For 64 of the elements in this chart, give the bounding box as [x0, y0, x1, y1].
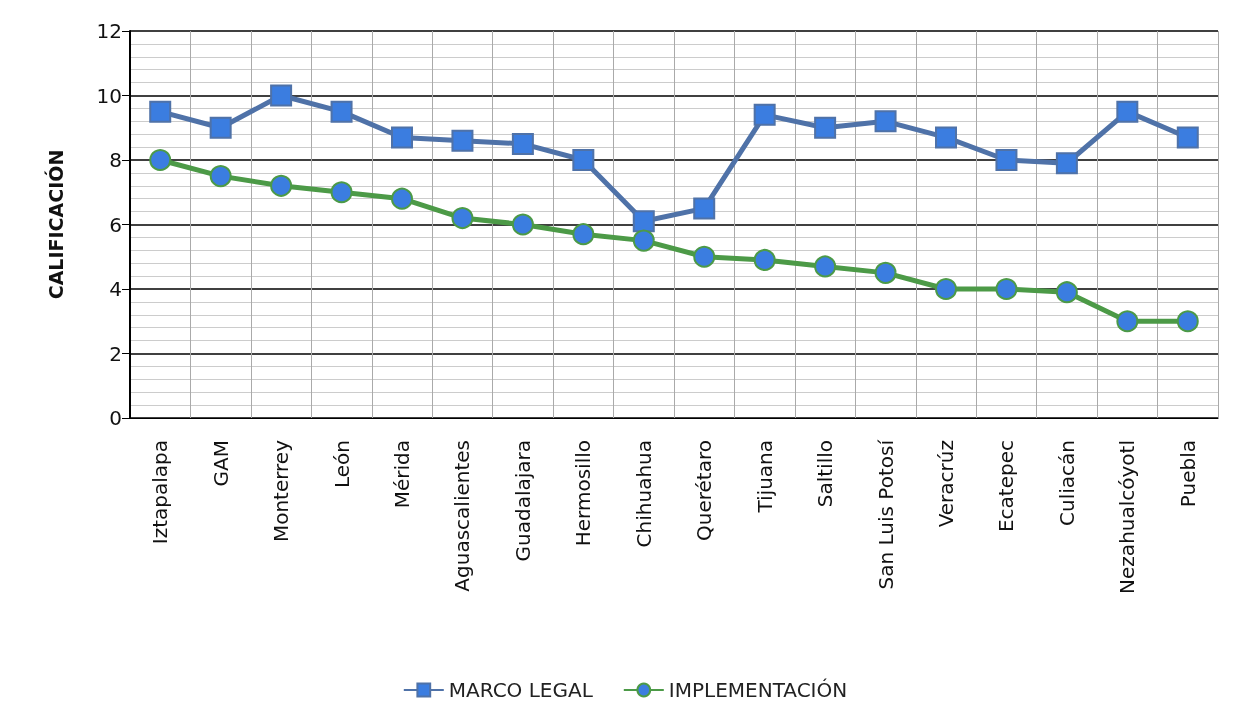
point	[753, 248, 776, 271]
x-tick-label: Saltillo	[813, 440, 838, 508]
point	[572, 223, 595, 246]
point	[149, 100, 172, 123]
x-tick-label: Hermosillo	[571, 440, 596, 547]
point	[149, 149, 172, 171]
point	[572, 149, 595, 171]
point	[330, 181, 353, 204]
legend-label: MARCO LEGAL	[448, 678, 594, 702]
point	[511, 132, 534, 155]
x-tick-label: Ecatepec	[994, 440, 1019, 533]
point	[451, 207, 474, 230]
point	[632, 210, 655, 233]
point	[1176, 310, 1199, 333]
x-tick-label: Veracrúz	[934, 440, 958, 528]
point	[270, 174, 293, 197]
y-tick-label: 2	[109, 341, 122, 366]
point	[209, 116, 232, 139]
y-axis-title: CALIFICACIÓN	[43, 149, 67, 300]
point	[935, 278, 957, 300]
y-tick-label: 0	[109, 406, 122, 430]
point	[995, 149, 1018, 171]
y-tick-label: 12	[96, 19, 122, 43]
point	[1176, 126, 1199, 149]
point	[632, 229, 655, 252]
x-tick-label: Iztapalapa	[148, 440, 173, 545]
point	[814, 116, 837, 139]
y-tick-label: 8	[109, 148, 122, 172]
point	[693, 197, 716, 220]
x-tick-label: León	[329, 440, 354, 489]
point	[1055, 281, 1078, 304]
point	[753, 103, 776, 126]
point	[814, 255, 837, 278]
x-tick-label: Culiacán	[1054, 440, 1079, 526]
y-tick-label: 6	[109, 212, 122, 237]
x-tick-label: Querétaro	[692, 440, 717, 541]
x-tick-label: Guadalajara	[510, 440, 535, 562]
point	[511, 213, 534, 236]
point	[1116, 100, 1139, 123]
point	[874, 110, 897, 133]
legend-label: IMPLEMENTACIÓN	[668, 678, 848, 702]
point	[1055, 152, 1078, 175]
x-tick-label: Monterrey	[269, 439, 294, 543]
x-tick-label: Nezahualcóyotl	[1115, 440, 1140, 594]
point	[391, 187, 413, 210]
x-tick-label: Mérida	[390, 440, 414, 509]
x-tick-label: Chihuahua	[631, 440, 656, 548]
y-tick-label: 10	[96, 83, 122, 108]
y-tick-label: 4	[109, 277, 122, 301]
point	[995, 278, 1018, 300]
x-tick-label: GAM	[208, 440, 233, 487]
x-tick-label: Tijuana	[752, 440, 777, 514]
point	[391, 126, 413, 149]
x-tick-label: Aguascalientes	[450, 440, 475, 592]
point	[1116, 310, 1139, 333]
x-tick-label: San Luis Potosí	[873, 438, 898, 590]
x-tick-label: Puebla	[1175, 440, 1200, 508]
point	[693, 245, 716, 268]
point	[935, 126, 957, 149]
point	[451, 129, 474, 152]
point	[874, 261, 897, 284]
point	[330, 100, 353, 123]
point	[209, 165, 232, 188]
point	[270, 84, 293, 107]
